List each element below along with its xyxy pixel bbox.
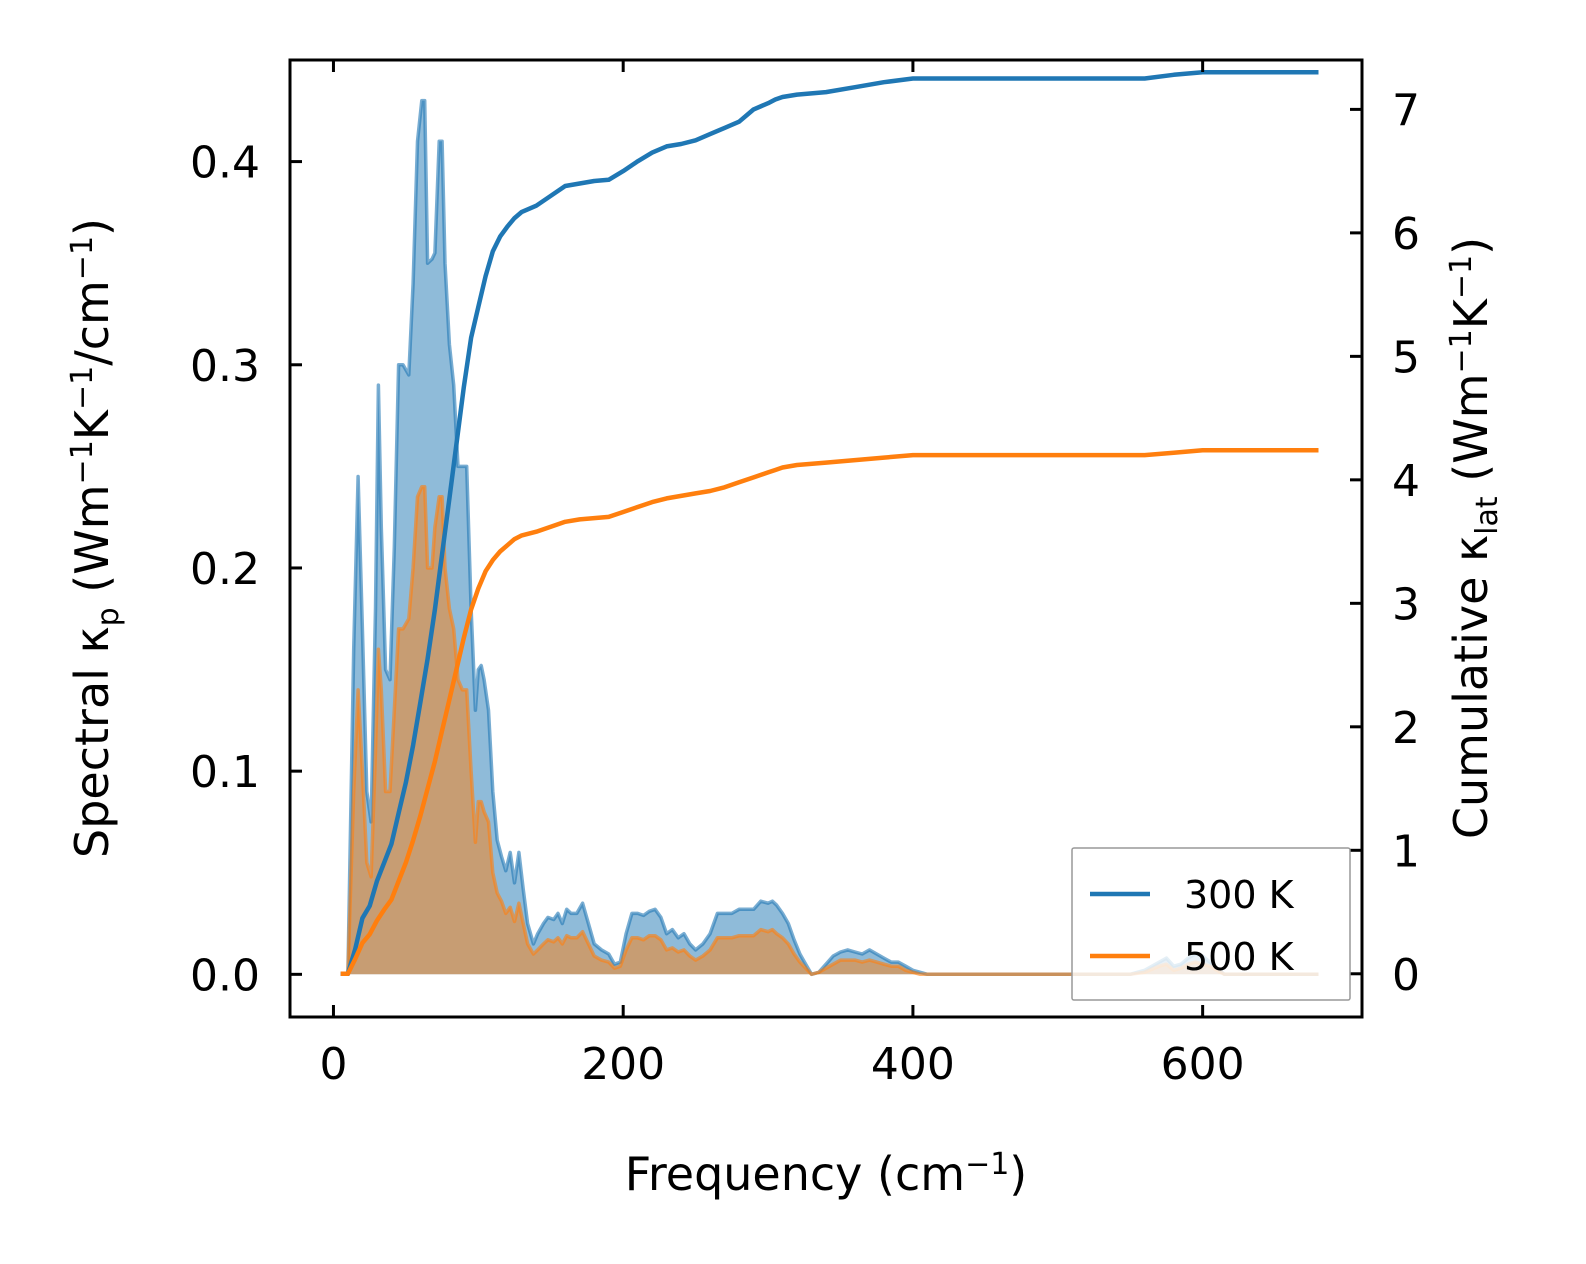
left-y-tick-label: 0.2	[190, 544, 260, 595]
x-tick-label: 200	[581, 1039, 665, 1090]
axes-frame	[288, 58, 1364, 1019]
axis-label-part: lat	[1470, 496, 1505, 535]
line-layer	[340, 70, 1319, 977]
legend-label-500k: 500 K	[1184, 935, 1295, 979]
left-y-tick-label: 0.1	[190, 747, 260, 798]
right-y-tick-label: 1	[1392, 826, 1420, 877]
x-tick-label: 0	[319, 1039, 347, 1090]
spectral-line-500k	[340, 484, 1319, 977]
x-axis-label-tail: )	[1009, 1147, 1027, 1201]
axis-label-part: K	[65, 408, 119, 440]
left-y-axis: 0.0 0.1 0.2 0.3 0.4	[190, 138, 302, 1001]
right-y-axis: 0 1 2 3 4 5 6 7	[1350, 85, 1420, 1001]
left-y-axis-label: Spectral κp (Wm−1K−1/cm−1)	[65, 218, 126, 858]
cumulative-line-500k	[340, 447, 1319, 977]
right-y-axis-label: Cumulative κlat (Wm−1K−1)	[1444, 237, 1505, 839]
right-y-tick-label: 6	[1392, 209, 1420, 260]
axis-label-part: K	[1444, 297, 1498, 329]
left-y-tick-label: 0.0	[190, 950, 260, 1001]
axis-label-part: /cm	[65, 280, 119, 366]
right-y-tick-label: 5	[1392, 332, 1420, 383]
spectral-fill-layer	[340, 98, 1319, 977]
x-axis: 0 200 400 600	[319, 60, 1245, 1090]
right-y-tick-label: 4	[1392, 456, 1420, 507]
axis-label-part: p	[91, 607, 126, 626]
spectral-line-300k	[340, 98, 1319, 977]
axis-label-part: (Wm	[65, 484, 119, 607]
legend-box	[1071, 847, 1351, 1001]
right-y-tick-label: 0	[1392, 950, 1420, 1001]
x-tick-label: 600	[1161, 1039, 1245, 1090]
right-y-tick-label: 3	[1392, 579, 1420, 630]
spectral-area-500k	[340, 486, 1319, 975]
right-y-tick-label: 7	[1392, 85, 1420, 136]
axis-label-part: −1	[1444, 329, 1479, 373]
axis-label-part: )	[65, 218, 119, 236]
axis-label-part: −1	[65, 366, 100, 410]
left-y-tick-label: 0.4	[190, 138, 260, 189]
x-tick-label: 400	[871, 1039, 955, 1090]
axis-label-part: −1	[65, 236, 100, 280]
axis-label-part: (Wm	[1444, 373, 1498, 496]
legend-label-300k: 300 K	[1184, 873, 1295, 917]
axis-label-part: )	[1444, 237, 1498, 255]
axis-label-part: Cumulative κ	[1444, 535, 1498, 839]
legend: 300 K 500 K	[1071, 847, 1351, 1001]
axis-label-part: −1	[65, 440, 100, 484]
left-y-tick-label: 0.3	[190, 341, 260, 392]
cumulative-line-300k	[340, 70, 1319, 977]
x-axis-label-text: Frequency (cm	[625, 1147, 965, 1201]
right-y-tick-label: 2	[1392, 703, 1420, 754]
x-axis-label: Frequency (cm−1)	[625, 1147, 1028, 1201]
axis-labels: Frequency (cm−1) Spectral κp (Wm−1K−1/cm…	[65, 218, 1505, 1201]
axis-label-part: Spectral κ	[65, 626, 119, 858]
x-axis-label-sup: −1	[965, 1147, 1009, 1182]
axis-label-part: −1	[1444, 255, 1479, 299]
